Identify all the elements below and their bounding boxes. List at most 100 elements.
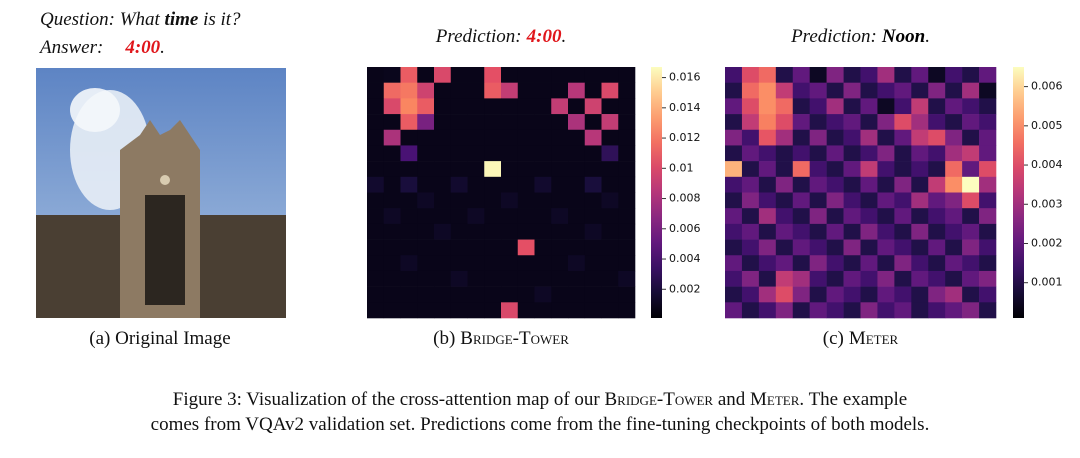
heatmap-cell xyxy=(501,239,519,256)
heatmap-cell xyxy=(484,114,502,131)
heatmap-cell xyxy=(962,239,980,256)
heatmap-cell xyxy=(826,82,844,99)
heatmap-cell xyxy=(962,67,980,83)
heatmap-cell xyxy=(826,129,844,146)
heatmap-cell xyxy=(894,176,912,193)
heatmap-cell xyxy=(741,161,760,178)
heatmap-cell xyxy=(758,286,777,303)
heatmap-cell xyxy=(484,255,502,272)
heatmap-cell xyxy=(945,129,963,146)
heatmap-cell xyxy=(484,176,502,193)
heatmap-cell xyxy=(962,255,980,272)
heatmap-cell xyxy=(928,302,946,319)
heatmap-cell xyxy=(568,302,586,319)
heatmap-cell xyxy=(928,270,946,287)
heatmap-cell xyxy=(584,145,602,162)
heatmap-cell xyxy=(979,145,997,162)
heatmap-cell xyxy=(928,114,946,131)
heatmap-cell xyxy=(741,82,760,99)
heatmap-cell xyxy=(877,223,895,240)
heatmap-cell xyxy=(911,270,929,287)
heatmap-cell xyxy=(618,145,636,162)
heatmap-cell xyxy=(758,114,777,131)
heatmap-cell xyxy=(911,98,929,115)
heatmap-cell xyxy=(434,114,452,131)
heatmap-cell xyxy=(792,129,810,146)
heatmap-cell xyxy=(928,192,946,209)
question: Question: What time is it? xyxy=(40,9,241,30)
colorbar-tick-label: 0.006 xyxy=(1031,80,1063,93)
heatmap-cell xyxy=(584,302,602,319)
heatmap-cell xyxy=(758,176,777,193)
heatmap-cell xyxy=(826,223,844,240)
heatmap-cell xyxy=(400,302,418,319)
heatmap-cell xyxy=(843,192,861,209)
heatmap-cell xyxy=(962,129,980,146)
heatmap-cell xyxy=(758,270,777,287)
heatmap-cell xyxy=(551,82,569,99)
heatmap-cell xyxy=(792,270,810,287)
heatmap-cell xyxy=(383,114,401,131)
heatmap-cell xyxy=(467,239,485,256)
heatmap-cell xyxy=(383,302,401,319)
heatmap-cell xyxy=(501,129,519,146)
heatmap-cell xyxy=(551,302,569,319)
heatmap-cell xyxy=(417,82,435,99)
heatmap-cell xyxy=(367,98,385,115)
heatmap-cell xyxy=(775,270,794,287)
caption: (b) Bridge-Tower xyxy=(433,328,569,349)
heatmap-cell xyxy=(928,255,946,272)
answer: Answer: 4:00. xyxy=(38,37,165,58)
heatmap-cell xyxy=(775,239,794,256)
heatmap-cell xyxy=(450,255,468,272)
heatmap-cell xyxy=(843,270,861,287)
heatmap-cell xyxy=(725,286,743,303)
heatmap-cell xyxy=(534,98,552,115)
heatmap-cell xyxy=(894,208,912,225)
heatmap-cell xyxy=(758,302,777,319)
heatmap-cell xyxy=(792,302,810,319)
heatmap-cell xyxy=(551,223,569,240)
heatmap-cell xyxy=(517,145,535,162)
heatmap-cell xyxy=(979,270,997,287)
heatmap-cell xyxy=(894,67,912,83)
heatmap-cell xyxy=(467,129,485,146)
heatmap-cell xyxy=(618,67,636,83)
heatmap-cell xyxy=(809,192,827,209)
heatmap-cell xyxy=(417,114,435,131)
heatmap-cell xyxy=(860,161,878,178)
heatmap-cell xyxy=(568,192,586,209)
heatmap-cell xyxy=(584,67,602,83)
heatmap-cell xyxy=(584,239,602,256)
heatmap-cell xyxy=(434,192,452,209)
heatmap-cell xyxy=(911,129,929,146)
heatmap-cell xyxy=(484,98,502,115)
heatmap-cell xyxy=(928,98,946,115)
heatmap-cell xyxy=(877,67,895,83)
heatmap-cell xyxy=(911,302,929,319)
heatmap-cell xyxy=(467,67,485,83)
heatmap-cell xyxy=(618,223,636,240)
heatmap-cell xyxy=(843,239,861,256)
heatmap-cell xyxy=(725,270,743,287)
heatmap-cell xyxy=(434,82,452,99)
heatmap-cell xyxy=(367,302,385,319)
heatmap-cell xyxy=(809,223,827,240)
heatmap-cell xyxy=(945,98,963,115)
heatmap-cell xyxy=(843,82,861,99)
heatmap-cell xyxy=(484,82,502,99)
heatmap-cell xyxy=(534,145,552,162)
heatmap-cell xyxy=(601,82,619,99)
colorbar-tick-label: 0.01 xyxy=(669,161,694,174)
heatmap-cell xyxy=(775,176,794,193)
heatmap-cell xyxy=(400,192,418,209)
heatmap-cell xyxy=(551,270,569,287)
heatmap-cell xyxy=(434,98,452,115)
heatmap-cell xyxy=(383,255,401,272)
heatmap-cell xyxy=(911,145,929,162)
heatmap-cell xyxy=(367,270,385,287)
heatmap-cell xyxy=(534,161,552,178)
heatmap-cell xyxy=(877,161,895,178)
heatmap-cell xyxy=(894,192,912,209)
heatmap-cell xyxy=(928,67,946,83)
